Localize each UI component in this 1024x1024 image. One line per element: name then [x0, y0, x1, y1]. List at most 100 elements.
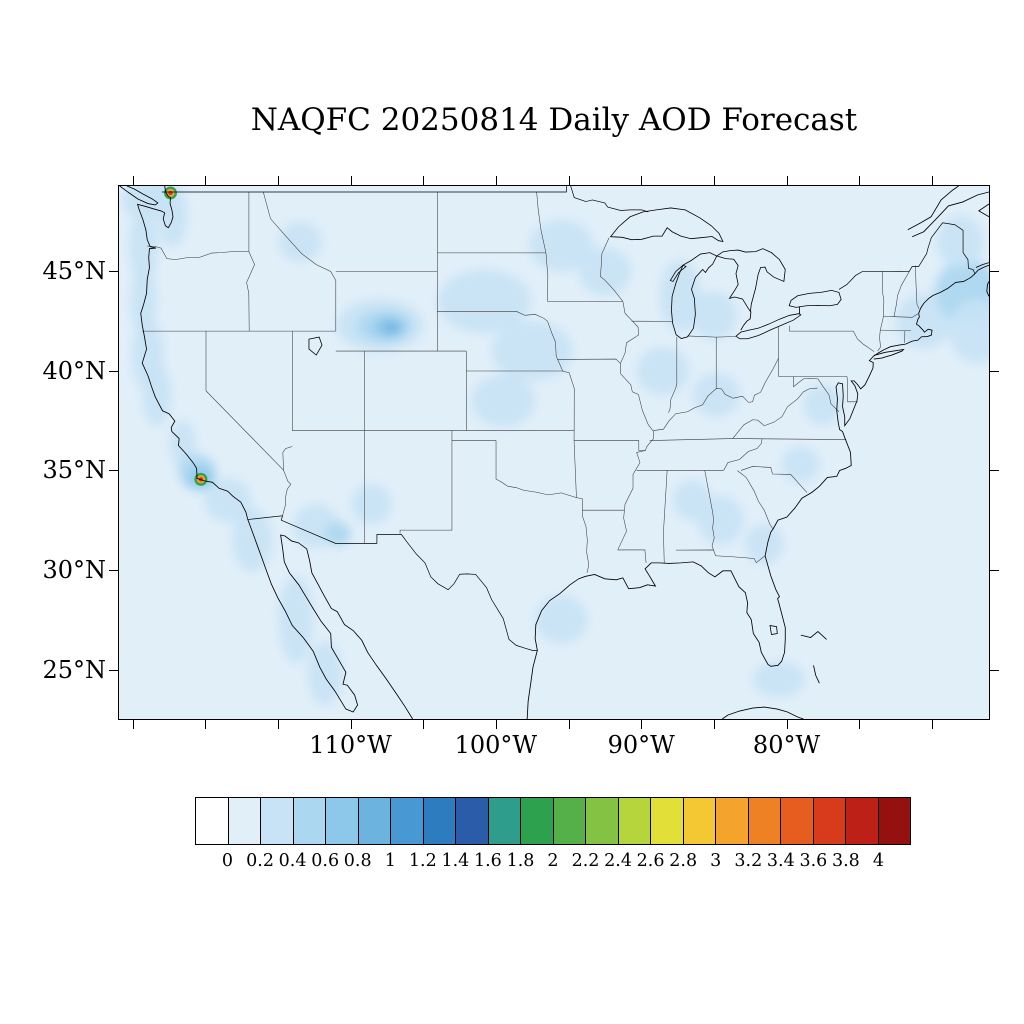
colorbar-tick-label: 1.6 [473, 851, 502, 871]
axis-tick [133, 176, 134, 185]
fire-hotspot [163, 186, 177, 200]
state-border [617, 549, 647, 563]
state-border [668, 336, 678, 413]
axis-tick [990, 470, 999, 471]
lake-outline [788, 289, 842, 308]
axis-tick [859, 720, 860, 729]
axis-tick [109, 371, 118, 372]
lake-outline [308, 336, 323, 356]
axis-tick [990, 371, 999, 372]
axis-tick [932, 176, 933, 185]
axis-tick [714, 176, 715, 185]
colorbar-tick-label: 1.8 [506, 851, 535, 871]
state-border [282, 446, 293, 516]
lat-axis-label: 45°N [42, 256, 106, 285]
state-border [574, 440, 646, 451]
axis-tick [109, 470, 118, 471]
colorbar-cell [422, 797, 456, 845]
lake-outline [769, 625, 778, 635]
state-border [653, 358, 779, 431]
colorbar-tick-label: 2.2 [571, 851, 600, 871]
colorbar-cell [292, 797, 326, 845]
colorbar-tick-label: 0.6 [311, 851, 340, 871]
axis-tick [109, 271, 118, 272]
state-border [877, 271, 885, 352]
colorbar-tick-label: 0.8 [343, 851, 372, 871]
colorbar-cell [747, 797, 781, 845]
coastline [813, 665, 820, 684]
colorbar-cell [227, 797, 261, 845]
axis-tick [351, 720, 352, 729]
colorbar-cell [715, 797, 749, 845]
axis-tick [569, 176, 570, 185]
colorbar-cell [650, 797, 684, 845]
colorbar-tick-label: 0.2 [246, 851, 275, 871]
axis-tick [641, 720, 642, 729]
state-border [545, 252, 549, 302]
axis-tick [278, 720, 279, 729]
coastline [873, 348, 905, 360]
axis-tick [109, 670, 118, 671]
state-border [737, 470, 774, 530]
state-border [732, 438, 847, 440]
state-border [437, 311, 548, 322]
state-border [399, 430, 453, 534]
lat-axis-label: 25°N [42, 656, 106, 685]
state-border [147, 245, 249, 260]
axis-tick [787, 720, 788, 729]
axis-tick [278, 176, 279, 185]
map-canvas [119, 186, 989, 719]
axis-tick [990, 570, 999, 571]
coastline [740, 311, 752, 331]
axis-tick [932, 720, 933, 729]
colorbar-cell [487, 797, 521, 845]
lake-outline [669, 264, 687, 282]
colorbar-cell [617, 797, 651, 845]
colorbar-cell [520, 797, 554, 845]
colorbar-tick-label: 0.4 [278, 851, 307, 871]
colorbar-labels: 0 0.2 0.4 0.6 0.8 1 1.2 1.4 1.6 1.8 2 2.2 2.4 2.6 2.8 3… [195, 851, 911, 875]
colorbar-tick-label: 2.8 [669, 851, 698, 871]
axis-tick [859, 176, 860, 185]
colorbar-tick-label: 3.8 [831, 851, 860, 871]
colorbar-tick-label: 1.2 [408, 851, 437, 871]
colorbar-tick-label: 4 [872, 851, 885, 871]
colorbar-cell [455, 797, 489, 845]
colorbar-cell [682, 797, 716, 845]
state-border [893, 271, 910, 317]
colorbar-cell [585, 797, 619, 845]
axis-tick [569, 720, 570, 729]
colorbar-tick-label: 0 [221, 851, 234, 871]
colorbar-cell [877, 797, 911, 845]
colorbar-tick-label: 1.4 [441, 851, 470, 871]
international-border [161, 186, 567, 193]
lat-axis-label: 30°N [42, 556, 106, 585]
state-border [846, 376, 858, 403]
coastline [975, 262, 989, 268]
axis-tick [990, 271, 999, 272]
axis-tick [351, 176, 352, 185]
axis-tick [641, 176, 642, 185]
axis-tick [423, 176, 424, 185]
state-border [704, 470, 715, 551]
lon-axis-label: 90°W [607, 731, 675, 759]
lat-axis-label: 35°N [42, 456, 106, 485]
lon-axis-label: 110°W [309, 731, 392, 759]
axis-tick [990, 670, 999, 671]
axis-tick [714, 720, 715, 729]
colorbar-cell [325, 797, 359, 845]
colorbar-cell [195, 797, 229, 845]
state-border [536, 191, 547, 253]
lake-outline [715, 248, 786, 313]
colorbar-tick-label: 2 [547, 851, 559, 871]
colorbar-cell [260, 797, 294, 845]
colorbar-cell [357, 797, 391, 845]
state-border [557, 358, 621, 364]
colorbar-tick-label: 1 [384, 851, 396, 871]
colorbar-tick-label: 3.2 [734, 851, 763, 871]
coastline [136, 186, 413, 719]
lake-outline [609, 207, 724, 243]
colorbar-cell [390, 797, 424, 845]
axis-tick [109, 570, 118, 571]
